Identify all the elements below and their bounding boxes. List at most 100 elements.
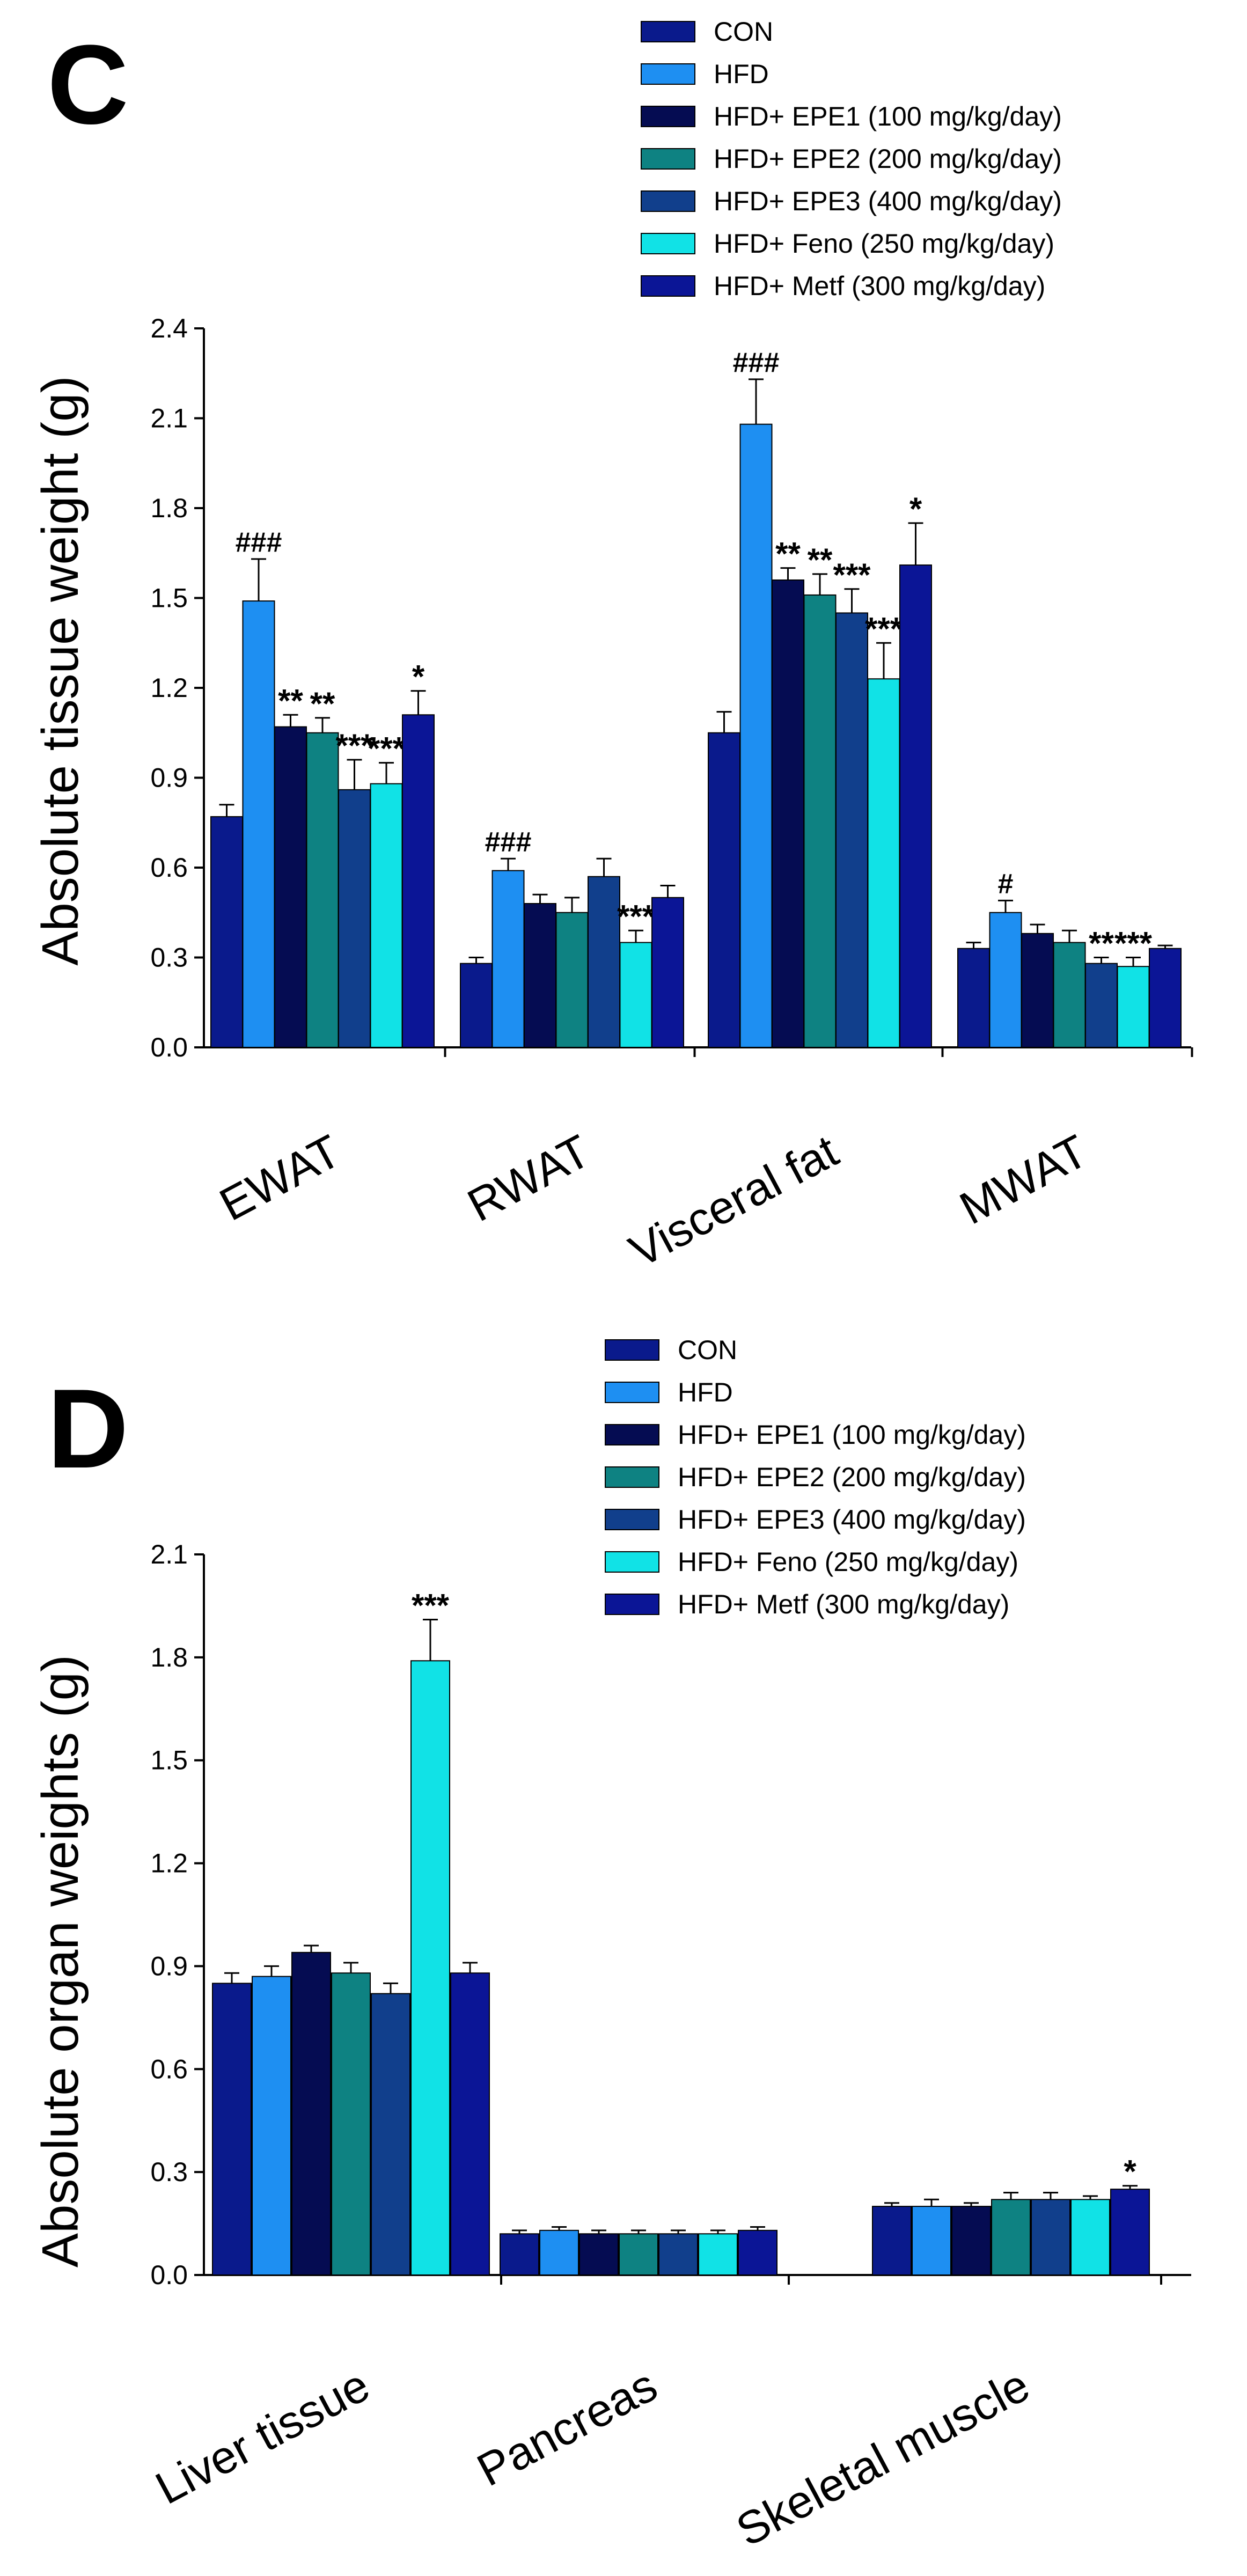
bar: [588, 876, 620, 1048]
legend-swatch: [641, 63, 695, 85]
y-tick-label: 1.2: [150, 1848, 188, 1878]
bar: [1117, 966, 1150, 1048]
significance-label: ###: [236, 527, 282, 558]
significance-label: ***: [865, 611, 903, 647]
y-tick-label: 1.5: [150, 1745, 188, 1775]
bar: [872, 2206, 912, 2276]
bar: [500, 2233, 539, 2276]
significance-label: *: [1124, 2154, 1136, 2190]
significance-label: **: [1089, 926, 1114, 962]
bar: [899, 564, 932, 1048]
bar: [1110, 2189, 1150, 2276]
legend-label: HFD+ Feno (250 mg/kg/day): [714, 229, 1054, 259]
bar: [1070, 2199, 1110, 2276]
y-tick-label: 0.3: [150, 2157, 188, 2187]
significance-label: ***: [1114, 926, 1153, 962]
panel-c: C Absolute tissue weight (g) CON HFD HFD+ …: [32, 17, 1193, 1278]
y-tick-label: 0.3: [150, 943, 188, 973]
bar: [579, 2233, 619, 2276]
bar: [242, 600, 275, 1048]
significance-label: ***: [833, 557, 871, 593]
legend-label: HFD+ Metf (300 mg/kg/day): [678, 1589, 1009, 1619]
significance-label: *: [412, 659, 425, 695]
legend-swatch: [605, 1382, 659, 1403]
panel-d: D Absolute organ weights (g) CON HFD HFD+ …: [32, 1335, 1191, 2557]
legend-label: HFD+ EPE1 (100 mg/kg/day): [678, 1420, 1026, 1450]
bar: [991, 2199, 1031, 2276]
bar: [708, 732, 740, 1048]
legend-label: HFD+ EPE3 (400 mg/kg/day): [714, 186, 1062, 216]
y-tick-label: 2.4: [150, 313, 188, 343]
bar: [1085, 963, 1118, 1048]
legend-swatch: [641, 21, 695, 42]
y-tick-label: 0.9: [150, 1951, 188, 1981]
bar: [1053, 942, 1086, 1048]
y-tick-label: 1.2: [150, 673, 188, 703]
y-axis-title-d: Absolute organ weights (g): [32, 1655, 89, 2267]
bar: [460, 963, 493, 1048]
legend-label: CON: [714, 17, 773, 47]
bar: [410, 1660, 450, 2276]
legend-swatch: [605, 1551, 659, 1573]
bar: [835, 612, 868, 1048]
legend-swatch: [641, 233, 695, 254]
bar: [252, 1976, 291, 2276]
legend-swatch: [605, 1339, 659, 1361]
bar: [306, 732, 339, 1048]
bar: [291, 1951, 331, 2276]
legend-label: HFD+ EPE2 (200 mg/kg/day): [714, 144, 1062, 174]
y-tick-label: 1.8: [150, 1642, 188, 1672]
y-tick-label: 2.1: [150, 403, 188, 434]
bar: [912, 2206, 951, 2276]
significance-label: ***: [412, 1588, 450, 1624]
legend-swatch: [605, 1509, 659, 1530]
legend-swatch: [605, 1466, 659, 1488]
panel-letter-d: D: [47, 1366, 129, 1492]
significance-label: ***: [617, 898, 655, 934]
y-tick-label: 0.6: [150, 853, 188, 883]
legend-label: CON: [678, 1335, 737, 1365]
bar: [772, 579, 804, 1048]
bar: [957, 948, 990, 1048]
legend-label: HFD+ Metf (300 mg/kg/day): [714, 271, 1045, 301]
legend-label: HFD: [678, 1377, 733, 1407]
y-tick-label: 1.8: [150, 493, 188, 523]
bar: [555, 912, 589, 1048]
legend-label: HFD: [714, 59, 769, 89]
bar: [1031, 2199, 1070, 2276]
bar: [951, 2206, 991, 2276]
bar: [371, 1993, 410, 2276]
bar: [619, 942, 652, 1048]
bar: [867, 678, 900, 1048]
significance-label: **: [775, 536, 801, 572]
bar: [803, 594, 837, 1048]
y-tick-label: 0.6: [150, 2054, 188, 2084]
bar: [651, 897, 684, 1048]
bar: [738, 2229, 777, 2276]
legend-label: HFD+ EPE1 (100 mg/kg/day): [714, 101, 1062, 131]
bar: [524, 903, 556, 1048]
significance-label: ###: [485, 826, 532, 857]
panel-letter-c: C: [47, 21, 129, 148]
y-axis-title-c: Absolute tissue weight (g): [32, 376, 89, 965]
bar: [698, 2233, 738, 2276]
bar: [492, 870, 525, 1048]
y-tick-label: 0.0: [150, 2260, 188, 2290]
significance-label: **: [310, 686, 335, 722]
significance-label: #: [998, 868, 1014, 899]
legend-swatch: [641, 106, 695, 127]
legend-swatch: [641, 275, 695, 297]
bar: [658, 2233, 698, 2276]
bar: [212, 1983, 252, 2276]
significance-label: *: [909, 491, 922, 527]
bar: [331, 1972, 371, 2276]
bar: [402, 714, 435, 1048]
bar: [989, 912, 1022, 1048]
bar: [274, 726, 307, 1048]
bar: [1149, 948, 1182, 1048]
bar: [1021, 933, 1054, 1048]
legend-label: HFD+ EPE2 (200 mg/kg/day): [678, 1462, 1026, 1492]
legend-c: CON HFD HFD+ EPE1 (100 mg/kg/day) HFD+ EPE2…: [641, 17, 1062, 301]
legend-swatch: [605, 1594, 659, 1615]
legend-swatch: [605, 1424, 659, 1445]
